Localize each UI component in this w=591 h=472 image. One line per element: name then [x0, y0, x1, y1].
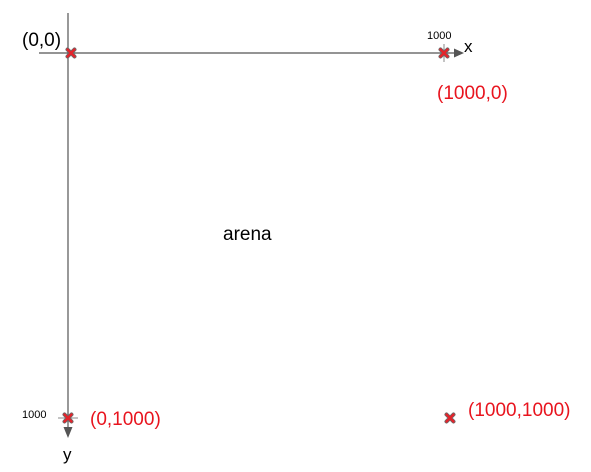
- marker-x1000-x-mark-icon: [438, 47, 450, 59]
- y-axis-arrowhead-icon: [63, 427, 73, 438]
- marker-origin-x-mark-icon: [65, 47, 77, 59]
- arena-label: arena: [223, 224, 272, 245]
- point-label-0-1000: (0,1000): [90, 409, 161, 430]
- origin-label: (0,0): [22, 30, 61, 51]
- x-tick-label: 1000: [427, 30, 451, 42]
- x-axis-label: x: [464, 37, 473, 56]
- x-axis-arrowhead-icon: [454, 48, 464, 58]
- marker-y1000-x-mark-icon: [62, 412, 74, 424]
- marker-corner-x-mark-icon: [444, 412, 456, 424]
- point-label-1000-1000: (1000,1000): [468, 400, 570, 421]
- y-axis-label: y: [63, 445, 72, 464]
- point-label-1000-0: (1000,0): [437, 83, 508, 104]
- y-tick-label: 1000: [22, 409, 46, 421]
